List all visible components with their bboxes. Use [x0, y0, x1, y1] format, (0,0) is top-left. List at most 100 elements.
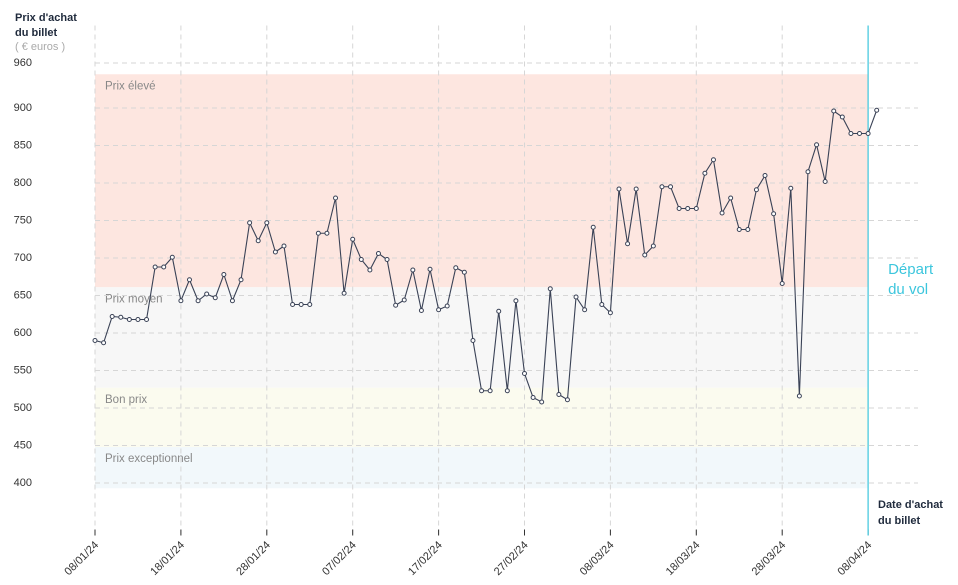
price-point: [496, 308, 502, 314]
y-tick-label: 550: [14, 364, 32, 376]
price-point: [693, 206, 699, 211]
price-point: [92, 338, 98, 343]
y-tick-label: 450: [14, 439, 32, 451]
x-tick-label: 28/01/24: [234, 539, 273, 578]
y-tick-label: 500: [14, 402, 32, 414]
price-point: [453, 265, 459, 271]
price-point: [513, 298, 519, 304]
x-tick-label: 27/02/24: [492, 539, 531, 578]
price-point: [350, 236, 356, 242]
price-point: [616, 186, 622, 192]
price-point: [547, 286, 553, 292]
price-point: [479, 388, 485, 394]
price-point: [410, 267, 416, 273]
price-point: [436, 307, 442, 313]
y-axis-unit: ( € euros ): [15, 41, 65, 53]
price-band: [95, 74, 869, 288]
price-point: [161, 264, 167, 270]
price-point: [178, 298, 184, 304]
price-point: [702, 170, 708, 176]
price-band: [95, 287, 869, 388]
price-point: [762, 173, 768, 178]
price-point: [582, 307, 588, 313]
band-label: Prix exceptionnel: [105, 453, 193, 465]
price-point: [186, 277, 192, 283]
price-point: [298, 302, 304, 307]
x-axis-title: du billet: [878, 515, 921, 527]
band-label: Bon prix: [105, 394, 147, 406]
price-point: [848, 131, 854, 136]
price-point: [212, 295, 218, 301]
price-point: [650, 243, 656, 249]
price-point: [384, 257, 390, 262]
price-point: [367, 267, 373, 273]
price-point: [272, 249, 278, 255]
y-tick-label: 900: [14, 102, 32, 114]
price-point: [461, 269, 467, 275]
x-tick-label: 08/04/24: [836, 539, 875, 578]
price-point: [822, 179, 828, 184]
price-point: [333, 195, 339, 201]
price-point: [264, 220, 270, 226]
y-axis-title: du billet: [15, 27, 58, 39]
price-point: [470, 338, 476, 343]
price-point: [556, 392, 562, 397]
price-point: [401, 297, 407, 303]
y-tick-label: 400: [14, 477, 32, 489]
price-point: [324, 230, 330, 236]
annotation: du vol: [888, 281, 928, 298]
price-point: [839, 114, 845, 120]
price-point: [753, 187, 759, 193]
price-band: [95, 387, 869, 447]
plot-layer: [95, 74, 869, 489]
price-point: [728, 195, 734, 201]
price-point: [796, 393, 802, 399]
y-tick-label: 700: [14, 252, 32, 264]
band-label: Prix moyen: [105, 293, 163, 305]
price-point: [745, 227, 751, 232]
price-point: [633, 186, 639, 192]
y-tick-label: 600: [14, 327, 32, 339]
x-tick-label: 08/01/24: [62, 539, 101, 578]
price-point: [685, 206, 691, 211]
price-point: [427, 266, 433, 272]
x-tick-label: 18/01/24: [148, 539, 187, 578]
price-point: [522, 371, 527, 376]
price-point: [676, 206, 682, 211]
price-point: [144, 317, 150, 322]
price-point: [307, 302, 313, 307]
x-tick-label: 28/03/24: [750, 539, 789, 578]
price-point: [315, 230, 321, 236]
price-point: [341, 290, 347, 296]
price-point: [444, 303, 450, 309]
x-tick-label: 08/03/24: [578, 539, 617, 578]
band-label: Prix élevé: [105, 80, 156, 92]
price-point: [290, 302, 296, 307]
price-point: [221, 272, 227, 277]
y-tick-label: 800: [14, 177, 32, 189]
price-point: [831, 108, 837, 114]
price-point: [539, 399, 545, 405]
price-point: [857, 131, 863, 136]
price-point: [719, 210, 725, 216]
price-point: [590, 224, 596, 230]
x-axis-title: Date d'achat: [878, 499, 943, 511]
price-point: [238, 277, 244, 283]
price-point: [358, 257, 364, 262]
price-point: [255, 238, 261, 244]
y-tick-label: 850: [14, 139, 32, 151]
price-point: [530, 395, 536, 400]
price-point: [126, 317, 132, 322]
price-point: [393, 302, 399, 308]
price-point: [135, 317, 141, 322]
x-tick-label: 07/02/24: [320, 539, 359, 578]
price-point: [573, 294, 579, 300]
price-point: [779, 281, 785, 286]
price-band: [95, 447, 869, 489]
x-tick-label: 18/03/24: [664, 539, 703, 578]
x-tick-label: 17/02/24: [406, 539, 445, 578]
y-tick-label: 960: [14, 57, 32, 69]
price-point: [564, 397, 570, 403]
price-point: [204, 291, 210, 297]
